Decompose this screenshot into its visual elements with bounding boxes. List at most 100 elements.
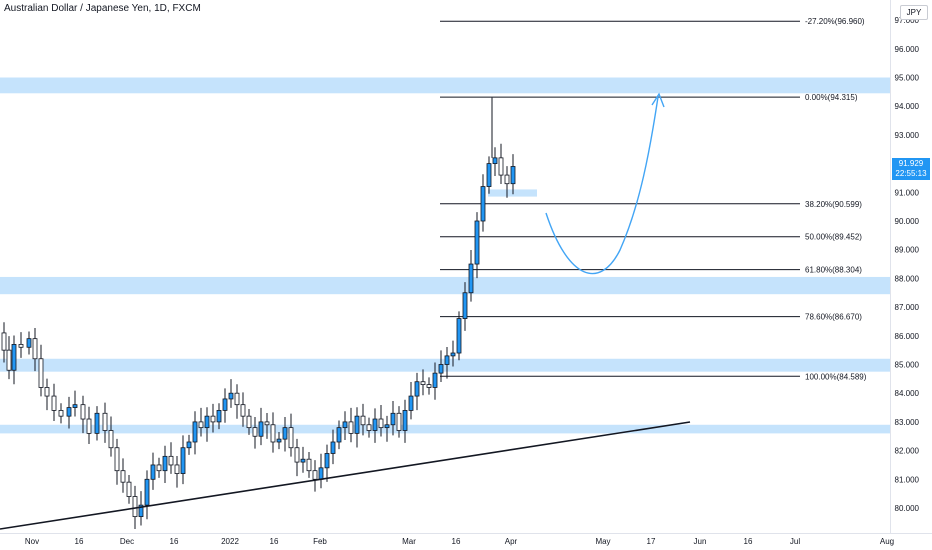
drawing-overlays[interactable]	[0, 92, 691, 530]
bearish-candle	[294, 447, 300, 463]
bullish-candle	[180, 447, 186, 474]
time-tick-label: 16	[452, 537, 461, 546]
price-tick-label: 90.000	[895, 217, 920, 226]
bullish-candle	[480, 186, 486, 222]
fib-level-label: 50.00%(89.452)	[805, 233, 862, 242]
bullish-candle	[444, 355, 450, 365]
bullish-candle	[324, 453, 330, 469]
bullish-candle	[216, 410, 222, 423]
bearish-candle	[126, 481, 132, 497]
currency-badge[interactable]: JPY	[900, 5, 928, 20]
zone-band	[0, 276, 890, 295]
bearish-candle	[366, 424, 372, 431]
bullish-candle	[456, 318, 462, 354]
bearish-candle	[80, 404, 86, 420]
price-tick-label: 97.000	[895, 16, 920, 25]
bullish-candle	[492, 157, 498, 165]
time-tick-label: 16	[744, 537, 753, 546]
bullish-candle	[192, 421, 198, 443]
price-tick-label: 84.000	[895, 389, 920, 398]
bearish-candle	[348, 421, 354, 434]
price-tick-label: 81.000	[895, 475, 920, 484]
bullish-candle	[390, 412, 396, 426]
time-tick-label: Apr	[505, 537, 518, 546]
fib-level-label: 38.20%(90.599)	[805, 200, 862, 209]
bearish-candle	[270, 424, 276, 443]
time-axis[interactable]: Nov 16 Dec 16 2022 16 Feb Mar 16 Apr May 17 Jun 16 Jul…	[0, 533, 932, 547]
price-tick-label: 89.000	[895, 246, 920, 255]
bullish-candle	[384, 424, 390, 429]
price-tick-label: 80.000	[895, 504, 920, 513]
bearish-candle	[504, 174, 510, 185]
bullish-candle	[450, 352, 456, 357]
arrow-head	[651, 92, 665, 108]
bearish-candle	[252, 427, 258, 437]
time-tick-label: Jun	[694, 537, 707, 546]
price-tick-label: 96.000	[895, 45, 920, 54]
price-tick-label: 95.000	[895, 74, 920, 83]
time-tick-label: 16	[170, 537, 179, 546]
bearish-candle	[32, 338, 38, 360]
last-price-tag: 91.929 22:55:13	[892, 158, 930, 180]
price-tick-label: 93.000	[895, 131, 920, 140]
price-tick-label: 91.000	[895, 188, 920, 197]
bullish-candle	[474, 220, 480, 265]
fib-level-label: 0.00%(94.315)	[805, 93, 858, 102]
price-axis[interactable]: 80.000 81.000 82.000 83.000 84.000 85.000 86.0…	[890, 0, 920, 533]
time-tick-label: 16	[75, 537, 84, 546]
bearish-candle	[18, 344, 24, 348]
zone-band	[0, 358, 890, 372]
last-price: 91.929	[898, 159, 924, 168]
bullish-candle	[94, 412, 100, 434]
bullish-candle	[402, 410, 408, 431]
bullish-candle	[486, 163, 492, 187]
bullish-candle	[342, 421, 348, 429]
bearish-candle	[38, 358, 44, 388]
fib-level-label: 61.80%(88.304)	[805, 266, 862, 275]
bullish-candle	[354, 415, 360, 434]
time-tick-label: Mar	[402, 537, 416, 546]
bullish-candle	[432, 372, 438, 388]
fib-level-label: 78.60%(86.670)	[805, 313, 862, 322]
projection-arrow	[545, 96, 659, 275]
bullish-candle	[330, 441, 336, 454]
bearish-candle	[420, 381, 426, 385]
bullish-candle	[162, 455, 168, 472]
bullish-candle	[204, 415, 210, 429]
bullish-candle	[66, 407, 72, 417]
bearish-candle	[246, 415, 252, 429]
bearish-candle	[156, 464, 162, 472]
time-tick-label: Dec	[120, 537, 134, 546]
bearish-candle	[120, 470, 126, 483]
bearish-candle	[86, 418, 92, 434]
bullish-candle	[26, 338, 32, 348]
bullish-candle	[438, 364, 444, 374]
bullish-candle	[318, 467, 324, 480]
bearish-candle	[132, 496, 138, 518]
bearish-candle	[234, 392, 240, 406]
fibonacci-retracement[interactable]: -27.20%(96.960) 0.00%(94.315) 38.20%(90.59…	[440, 17, 867, 381]
bearish-candle	[174, 464, 180, 474]
bearish-candle	[426, 384, 432, 388]
bearish-candle	[264, 421, 270, 426]
time-tick-label: May	[595, 537, 610, 546]
time-tick-label: Jul	[790, 537, 800, 546]
support-resistance-zones	[0, 77, 890, 434]
fib-level-label: -27.20%(96.960)	[805, 17, 865, 26]
bearish-candle	[58, 410, 64, 417]
bullish-candle	[282, 427, 288, 440]
bullish-candle	[300, 458, 306, 463]
bullish-candle	[408, 395, 414, 411]
bearish-candle	[114, 447, 120, 472]
time-tick-label: 2022	[221, 537, 239, 546]
bearish-candle	[396, 412, 402, 431]
bearish-candle	[288, 427, 294, 449]
price-tick-label: 87.000	[895, 303, 920, 312]
bearish-candle	[378, 418, 384, 429]
bearish-candle	[210, 415, 216, 423]
bearish-candle	[306, 458, 312, 472]
time-tick-label: Nov	[25, 537, 39, 546]
bearish-candle	[240, 404, 246, 417]
bullish-candle	[228, 392, 234, 400]
